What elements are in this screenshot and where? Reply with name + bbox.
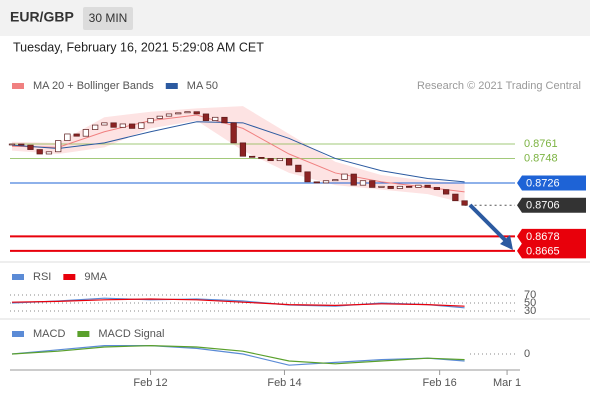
credit: Research © 2021 Trading Central <box>417 80 581 92</box>
candle <box>101 122 108 126</box>
candle <box>295 164 302 173</box>
legend-swatch <box>165 83 178 89</box>
candle <box>119 123 126 128</box>
candle <box>184 111 191 114</box>
candle <box>276 158 283 162</box>
forecast-arrow-head <box>500 235 513 250</box>
candle <box>212 116 219 121</box>
legend-label: MA 20 + Bollinger Bands <box>33 80 154 92</box>
level-label: 0.8706 <box>526 200 560 212</box>
level-label: 0.8761 <box>524 138 558 150</box>
forecast-arrow <box>468 203 509 244</box>
candle <box>452 193 459 202</box>
candle <box>193 111 200 115</box>
x-tick-label: Feb 16 <box>423 377 457 389</box>
candle <box>202 113 210 121</box>
candle <box>73 133 80 137</box>
candle <box>424 184 431 188</box>
level-label-box <box>517 228 586 244</box>
candle <box>406 185 413 188</box>
rsi-line <box>11 298 465 307</box>
candle <box>304 171 311 183</box>
level-label-box <box>517 175 586 191</box>
candle <box>442 189 450 195</box>
legend-label: RSI <box>33 271 51 283</box>
legend-label: MACD <box>33 328 65 340</box>
legend-label: MACD Signal <box>98 328 164 340</box>
candle <box>369 180 376 188</box>
candle <box>285 158 293 166</box>
candle <box>36 149 43 155</box>
candle <box>110 122 117 128</box>
candle <box>64 133 71 141</box>
indicator-tick-label: 70 <box>524 289 536 301</box>
candle <box>359 180 367 186</box>
candle <box>128 123 136 129</box>
candle <box>221 116 228 124</box>
candle <box>249 155 256 158</box>
plot: MA 20 + Bollinger Bands MA 50 RSI 9MA MACD MA… <box>8 80 586 389</box>
indicator-tick-label: 0 <box>524 348 530 360</box>
candle <box>175 112 182 115</box>
candle <box>461 200 468 206</box>
candle <box>27 144 34 150</box>
level-label: 0.8748 <box>524 152 558 164</box>
bollinger-band <box>12 106 465 203</box>
legend-label: MA 50 <box>187 80 218 92</box>
moving-average <box>11 114 465 193</box>
level-label: 0.8726 <box>526 177 560 189</box>
candle <box>387 185 394 189</box>
legend-swatch <box>63 274 76 280</box>
candle <box>45 151 53 155</box>
legend-label: 9MA <box>84 271 107 283</box>
candle <box>258 156 265 159</box>
x-tick-label: Feb 14 <box>267 377 301 389</box>
candle <box>239 142 247 157</box>
candle <box>156 115 163 119</box>
symbol: EUR/GBP <box>10 9 74 25</box>
candle <box>433 187 440 190</box>
candle <box>332 179 339 182</box>
x-tick-label: Feb 12 <box>133 377 167 389</box>
candle <box>82 129 90 137</box>
indicator-tick-label: 30 <box>524 305 536 317</box>
candle <box>230 122 237 144</box>
x-tick-label: Mar 1 <box>493 377 521 389</box>
level-label-box <box>517 197 586 213</box>
candle <box>18 143 25 146</box>
candle <box>55 140 62 153</box>
macd-line <box>11 345 465 366</box>
macd-line <box>11 344 465 365</box>
legend-swatch <box>12 331 24 337</box>
candle <box>313 181 320 184</box>
interval-button[interactable] <box>83 7 133 30</box>
candle <box>341 173 348 180</box>
interval[interactable]: 30 MIN <box>89 11 128 25</box>
candle <box>396 185 404 189</box>
candle <box>415 184 422 188</box>
indicator-tick-label: 50 <box>524 297 536 309</box>
candle <box>92 124 99 130</box>
legend-swatch <box>12 83 24 89</box>
level-label-box <box>517 243 586 259</box>
candle <box>165 113 173 117</box>
level-label: 0.8678 <box>526 231 560 243</box>
level-label: 0.8665 <box>526 245 560 257</box>
legend-swatch <box>12 274 24 280</box>
moving-average <box>11 121 465 183</box>
candle <box>138 122 145 129</box>
candle <box>267 158 274 162</box>
legend-swatch <box>77 331 90 337</box>
candle <box>322 180 330 184</box>
timestamp: Tuesday, February 16, 2021 5:29:08 AM CE… <box>13 40 264 54</box>
candle <box>8 143 16 146</box>
candle <box>350 173 357 186</box>
candle <box>378 185 385 188</box>
candle <box>147 118 154 124</box>
